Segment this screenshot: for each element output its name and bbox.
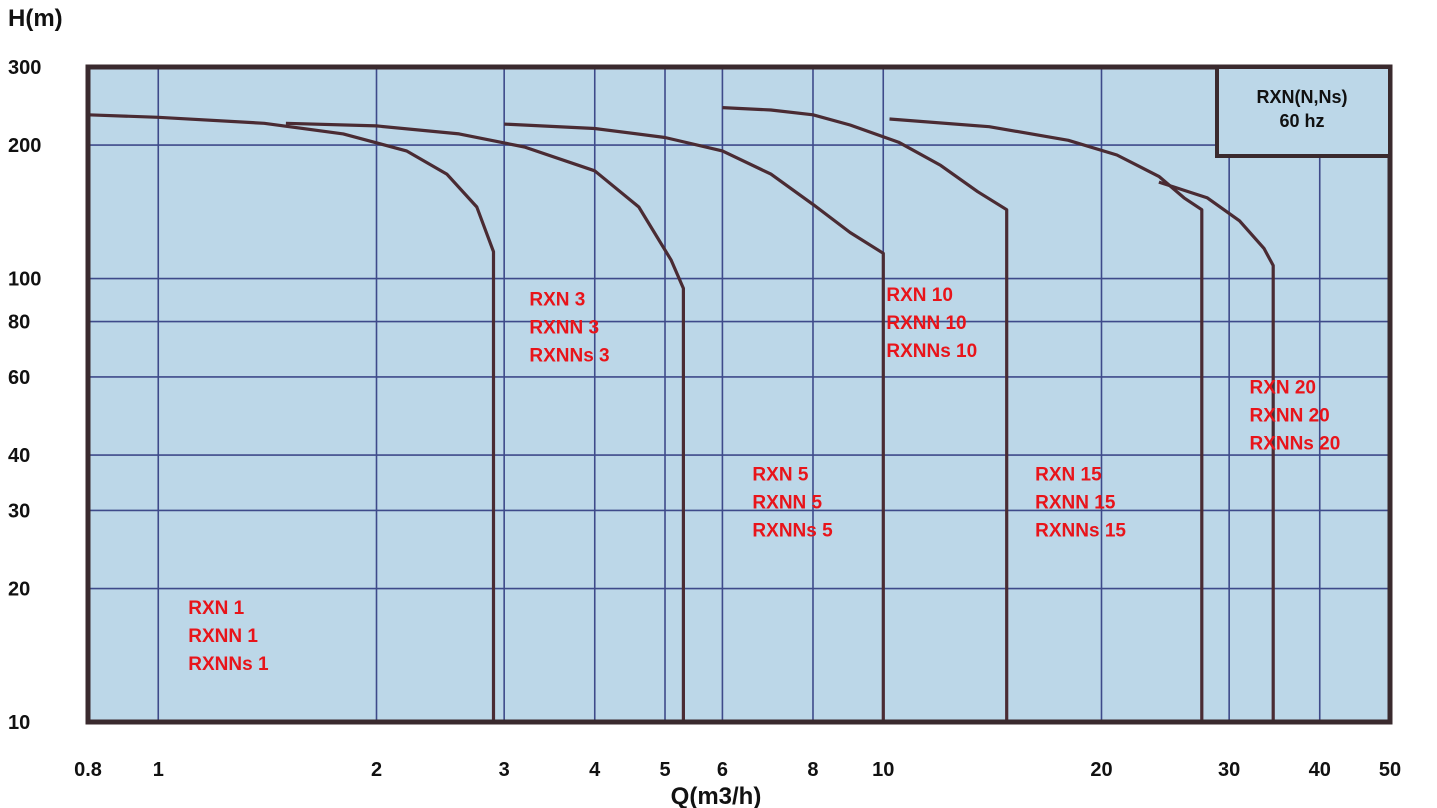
legend-line-2: 60 hz — [1279, 111, 1324, 131]
plot-background — [88, 67, 1390, 722]
x-tick-label: 8 — [807, 759, 818, 781]
x-tick-label: 6 — [717, 759, 728, 781]
series-label-4-3: RXNNs 10 — [886, 341, 977, 362]
x-tick-label: 30 — [1218, 759, 1240, 781]
y-tick-label: 100 — [8, 269, 41, 291]
series-label-2-3: RXNNs 3 — [529, 345, 609, 366]
y-tick-label: 20 — [8, 579, 30, 601]
plot-frame — [85, 64, 1393, 725]
y-tick-label: 30 — [8, 500, 30, 522]
series-label-5-3: RXNNs 15 — [1035, 521, 1126, 542]
series-label-3-3: RXNNs 5 — [752, 521, 833, 542]
series-label-1-1: RXN 1 — [188, 598, 244, 619]
pump-curve-3 — [504, 122, 885, 722]
x-tick-label: 40 — [1309, 759, 1331, 781]
x-tick-label: 50 — [1379, 759, 1401, 781]
series-label-1-3: RXNNs 1 — [188, 654, 269, 675]
pump-curves — [87, 106, 1275, 722]
series-label-6-3: RXNNs 20 — [1249, 434, 1340, 455]
series-label-2-2: RXNN 3 — [529, 317, 599, 338]
x-tick-labels: 0.8 1 2 3 4 5 6 8 10 20 30 40 50 — [74, 759, 1401, 781]
y-tick-labels: 10 20 30 40 60 80 100 200 300 — [8, 57, 41, 734]
pump-curve-5 — [889, 117, 1204, 722]
series-label-1-2: RXNN 1 — [188, 626, 258, 647]
y-tick-label: 300 — [8, 57, 41, 79]
x-tick-label: 2 — [371, 759, 382, 781]
y-tick-label: 80 — [8, 312, 30, 334]
y-tick-label: 60 — [8, 367, 30, 389]
series-label-5-1: RXN 15 — [1035, 465, 1102, 486]
series-label-6-2: RXNN 20 — [1249, 406, 1329, 427]
pump-curve-4 — [722, 106, 1009, 722]
legend-line-1: RXN(N,Ns) — [1256, 87, 1347, 107]
x-tick-label: 1 — [153, 759, 164, 781]
pump-curve-6 — [1158, 180, 1275, 722]
x-tick-label: 20 — [1090, 759, 1112, 781]
y-tick-label: 40 — [8, 445, 30, 467]
series-label-3-1: RXN 5 — [752, 465, 808, 486]
series-label-3-2: RXNN 5 — [752, 493, 822, 514]
legend-box: RXN(N,Ns) 60 hz — [1215, 65, 1392, 158]
series-label-2-1: RXN 3 — [529, 289, 585, 310]
x-tick-label: 10 — [872, 759, 894, 781]
y-tick-label: 10 — [8, 712, 30, 734]
series-label-6-1: RXN 20 — [1249, 378, 1316, 399]
x-tick-label: 4 — [589, 759, 601, 781]
pump-curve-2 — [285, 121, 685, 722]
x-tick-label: 3 — [499, 759, 510, 781]
series-label-4-1: RXN 10 — [886, 285, 953, 306]
y-axis-title: H(m) — [8, 5, 63, 32]
legend-border — [1215, 65, 1392, 158]
series-label-4-2: RXNN 10 — [886, 313, 966, 334]
y-tick-label: 200 — [8, 135, 41, 157]
x-tick-label: 5 — [659, 759, 670, 781]
pump-curve-1 — [87, 113, 496, 722]
series-label-5-2: RXNN 15 — [1035, 493, 1116, 514]
x-axis-title: Q(m3/h) — [671, 783, 762, 808]
series-annotations: RXN 1 RXNN 1 RXNNs 1 RXN 3 RXNN 3 RXNNs 3 RXN … — [188, 285, 1340, 675]
x-tick-label: 0.8 — [74, 759, 102, 781]
